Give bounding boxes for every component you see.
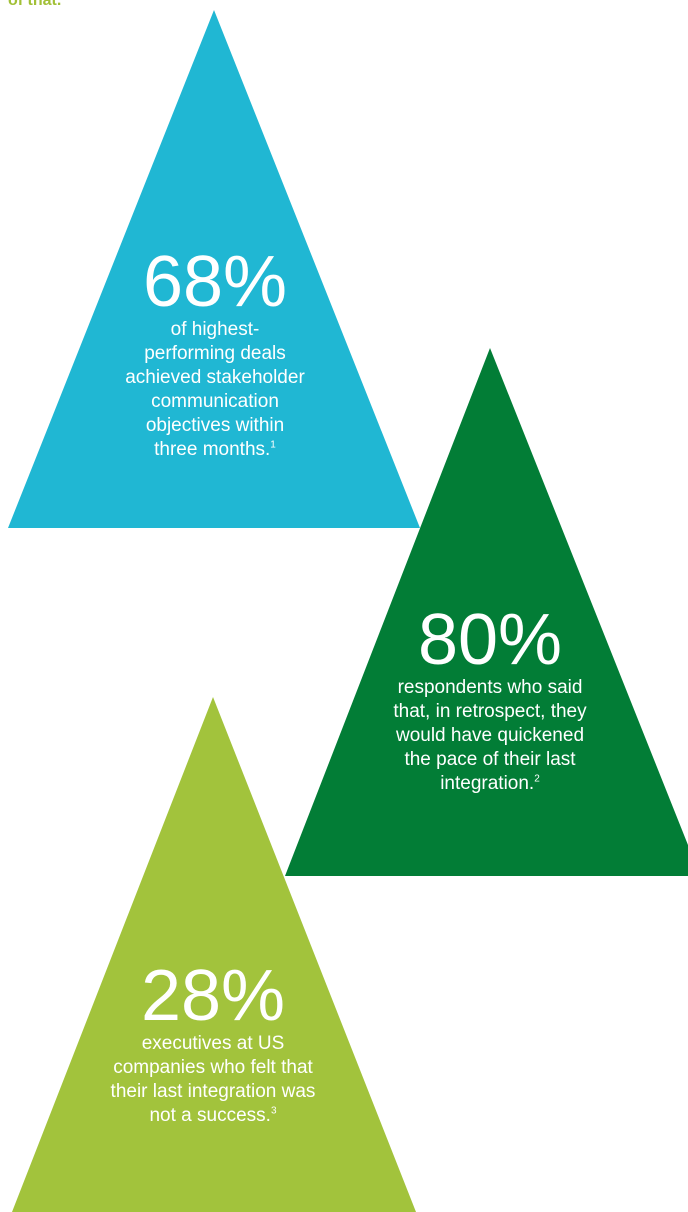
stat-line: performing deals [144, 343, 286, 364]
stat-line: three months. [154, 439, 271, 460]
stat-line: executives at US [141, 1033, 285, 1054]
stat-line: communication [151, 391, 279, 412]
stat-line: integration. [440, 773, 535, 794]
footnote-marker: 2 [534, 773, 540, 785]
dark-green-triangle-shape [285, 348, 688, 876]
stat-value: 28% [140, 956, 286, 1036]
header-text: of that. [8, 0, 62, 9]
stat-line: of highest- [170, 319, 260, 340]
lime-triangle-shape [12, 697, 416, 1212]
stat-line: would have quickened [395, 725, 585, 746]
stat-value: 80% [417, 600, 563, 680]
stat-block-2: 80% respondents who said that, in retros… [310, 604, 670, 796]
stat-line: the pace of their last [404, 749, 576, 770]
teal-triangle-shape [8, 10, 420, 528]
stat-line: that, in retrospect, they [393, 701, 587, 722]
footnote-marker: 3 [270, 1105, 277, 1117]
stat-line: their last integration was [110, 1081, 316, 1102]
stat-block-3: 28% executives at US companies who felt … [33, 960, 393, 1128]
stat-line: companies who felt that [113, 1057, 313, 1078]
footnote-marker: 1 [270, 439, 276, 451]
stat-value: 68% [142, 242, 288, 322]
stat-line: respondents who said [397, 677, 583, 698]
stat-line: not a success. [149, 1105, 271, 1126]
stat-description: of highest- performing deals achieved st… [35, 318, 395, 462]
stat-line: achieved stakeholder [125, 367, 305, 388]
stat-line: objectives within [145, 415, 285, 436]
stat-description: executives at US companies who felt that… [33, 1032, 393, 1128]
stat-description: respondents who said that, in retrospect… [310, 676, 670, 796]
stat-block-1: 68% of highest- performing deals achieve… [35, 246, 395, 462]
